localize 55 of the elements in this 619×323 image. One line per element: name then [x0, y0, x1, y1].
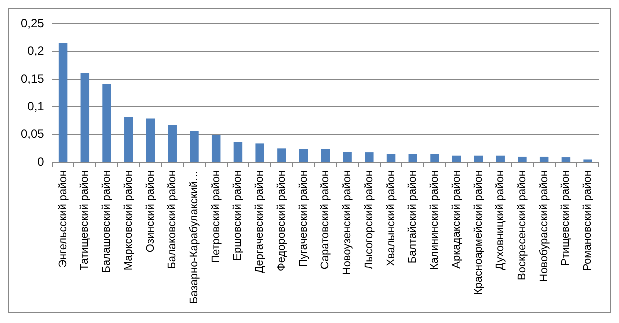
bar: [540, 156, 549, 162]
bar: [452, 156, 462, 162]
bar: [102, 84, 112, 162]
bar: [518, 156, 527, 162]
bar: [146, 118, 156, 162]
bar: [80, 73, 90, 162]
x-tick-label: Романовский район: [582, 170, 594, 272]
x-tick-label: Балашовский район: [101, 170, 114, 274]
x-tick-label: Калининский район: [429, 170, 442, 270]
bar: [365, 152, 374, 162]
x-tick-label: Татищевский район: [79, 170, 92, 271]
x-tick-label: Марксовский район: [122, 170, 135, 271]
x-tick-label: Саратовский район: [320, 170, 332, 270]
bar: [58, 44, 68, 162]
x-tick-label: Балтайский район: [407, 170, 420, 264]
bar: [343, 152, 352, 162]
x-tick-label: Петровский район: [210, 170, 222, 264]
x-tick-label: Новобурасский район: [538, 170, 550, 282]
x-tick-label: Духовницкий район: [494, 170, 507, 270]
bar: [386, 154, 396, 162]
x-tick-label: Озинский район: [144, 170, 157, 253]
x-tick-label: Хвалынский район: [385, 170, 398, 266]
bar: [190, 130, 199, 162]
x-tick-label: Федоровский район: [276, 170, 288, 272]
x-tick-label: Лысогорский район: [363, 170, 376, 270]
x-tick-label: Энгельсский район: [57, 170, 70, 268]
y-tick-label: 0,1: [28, 99, 45, 114]
x-tick-label: Ершовский район: [232, 170, 244, 261]
y-tick-label: 0,2: [28, 44, 45, 58]
y-tick-label: 0,15: [20, 72, 45, 86]
bar: [562, 158, 571, 162]
x-tick-label: Дергачевский район: [254, 170, 266, 274]
x-tick-label: Пугачевский район: [298, 170, 310, 268]
bar: [496, 156, 505, 162]
bar: [299, 149, 308, 162]
bar: [168, 125, 177, 162]
x-tick-label: Воскресенский район: [516, 170, 528, 280]
x-tick-label: Базарно-Карабулакский…: [188, 170, 201, 304]
bar: [408, 154, 418, 162]
y-tick-label: 0,25: [20, 16, 45, 31]
y-tick-label: 0,05: [20, 127, 45, 142]
bar: [212, 135, 221, 162]
bar: [234, 142, 243, 162]
x-tick-label: Аркадакский район: [450, 170, 463, 269]
bar: [430, 154, 440, 162]
x-tick-label: Новоузенский район: [342, 170, 354, 276]
bar: [474, 156, 484, 162]
bar: [278, 148, 286, 162]
x-tick-label: Ртищевский район: [560, 170, 572, 266]
bar: [321, 149, 330, 162]
x-tick-label: Балаковский район: [166, 170, 179, 270]
y-tick-label: 0: [38, 154, 45, 169]
bar: [256, 144, 264, 162]
x-tick-label: Красноармейский район: [472, 170, 485, 296]
bar: [124, 117, 134, 162]
